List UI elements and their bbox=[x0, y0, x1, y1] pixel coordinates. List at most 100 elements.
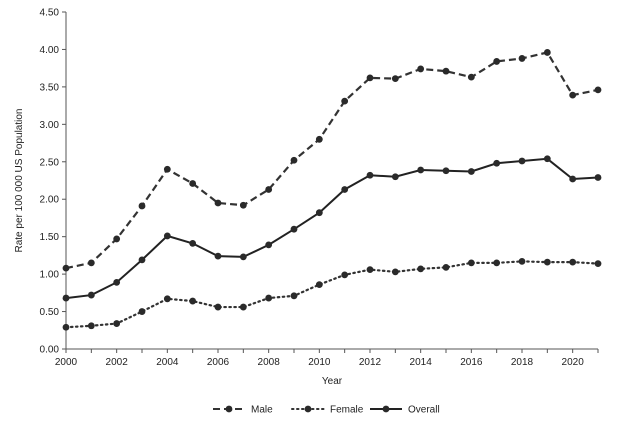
y-tick-label: 4.00 bbox=[40, 45, 60, 56]
x-tick-label: 2016 bbox=[460, 357, 483, 368]
data-point-overall bbox=[113, 278, 121, 286]
data-point-male bbox=[87, 259, 95, 267]
data-point-female bbox=[290, 292, 298, 300]
data-point-female bbox=[87, 322, 95, 330]
data-point-overall bbox=[315, 209, 323, 217]
data-point-overall bbox=[493, 159, 501, 167]
legend-label-female: Female bbox=[330, 405, 364, 416]
data-point-male bbox=[138, 202, 146, 210]
data-point-overall bbox=[265, 241, 273, 249]
y-tick-label: 3.00 bbox=[40, 120, 60, 131]
data-point-female bbox=[467, 259, 475, 267]
y-tick-label: 1.50 bbox=[40, 232, 60, 243]
data-point-male bbox=[62, 264, 70, 272]
data-point-overall bbox=[594, 174, 602, 181]
y-tick-label: 2.00 bbox=[40, 195, 60, 206]
data-point-male bbox=[543, 49, 551, 56]
data-point-female bbox=[239, 303, 247, 311]
series-overall bbox=[62, 155, 602, 302]
data-point-male bbox=[442, 67, 450, 75]
data-point-male bbox=[239, 201, 247, 209]
data-point-female bbox=[417, 265, 425, 273]
data-point-male bbox=[493, 58, 501, 65]
data-point-male bbox=[315, 135, 323, 143]
data-point-female bbox=[214, 303, 222, 311]
data-point-overall bbox=[391, 173, 399, 181]
y-tick-label: 4.50 bbox=[40, 8, 60, 19]
series-line-male bbox=[65, 51, 599, 270]
data-point-female bbox=[594, 260, 602, 268]
data-point-male bbox=[265, 186, 273, 193]
series-line-female bbox=[64, 260, 600, 329]
legend-item-male: Male bbox=[213, 405, 273, 416]
legend-item-overall: Overall bbox=[370, 405, 440, 416]
data-point-male bbox=[290, 156, 298, 164]
x-tick-label: 2002 bbox=[106, 357, 129, 368]
x-tick-label: 2018 bbox=[511, 357, 534, 368]
y-tick-label: 0.50 bbox=[40, 307, 60, 318]
series-female bbox=[62, 257, 602, 331]
series-layer bbox=[62, 49, 602, 331]
data-point-overall bbox=[518, 157, 526, 165]
series-male bbox=[62, 49, 602, 272]
data-point-female bbox=[366, 266, 374, 274]
data-point-female bbox=[138, 308, 146, 315]
data-point-male bbox=[594, 86, 602, 94]
data-point-male bbox=[366, 74, 374, 82]
data-point-female bbox=[113, 320, 121, 327]
x-tick-label: 2004 bbox=[156, 357, 179, 368]
series-line-overall bbox=[65, 157, 599, 300]
x-tick-label: 2000 bbox=[55, 357, 78, 368]
data-point-overall bbox=[163, 232, 171, 240]
data-point-male bbox=[163, 165, 171, 173]
data-point-male bbox=[341, 97, 349, 105]
data-point-overall bbox=[442, 167, 450, 175]
data-point-overall bbox=[138, 256, 146, 264]
x-tick-label: 2012 bbox=[359, 357, 382, 368]
data-point-female bbox=[493, 259, 501, 267]
data-point-female bbox=[442, 263, 450, 271]
data-point-male bbox=[391, 75, 399, 83]
data-point-overall bbox=[417, 166, 425, 174]
x-tick-label: 2014 bbox=[410, 357, 433, 368]
y-tick-label: 2.50 bbox=[40, 157, 60, 168]
data-point-male bbox=[113, 235, 121, 243]
legend-label-male: Male bbox=[251, 405, 273, 416]
data-point-male bbox=[417, 65, 425, 73]
x-axis-title: Year bbox=[322, 376, 343, 387]
data-point-female bbox=[391, 268, 399, 276]
y-tick-label: 3.50 bbox=[40, 82, 60, 93]
data-point-overall bbox=[543, 155, 551, 163]
y-tick-label: 0.00 bbox=[40, 345, 60, 356]
x-tick-label: 2008 bbox=[258, 357, 281, 368]
x-tick-label: 2010 bbox=[308, 357, 331, 368]
legend-item-female: Female bbox=[291, 405, 364, 416]
data-point-female bbox=[341, 271, 349, 279]
legend-marker-male bbox=[225, 405, 233, 413]
data-point-overall bbox=[87, 291, 95, 299]
data-point-female bbox=[163, 295, 171, 303]
data-point-female bbox=[543, 258, 551, 266]
data-point-overall bbox=[290, 225, 298, 233]
x-tick-label: 2006 bbox=[207, 357, 230, 368]
data-point-female bbox=[189, 297, 197, 305]
data-point-female bbox=[518, 257, 526, 265]
data-point-overall bbox=[569, 175, 577, 183]
data-point-overall bbox=[467, 168, 475, 175]
data-point-overall bbox=[189, 240, 197, 247]
data-point-male bbox=[467, 73, 475, 81]
data-point-male bbox=[569, 91, 577, 99]
data-point-overall bbox=[366, 171, 374, 179]
data-point-overall bbox=[341, 186, 349, 193]
data-point-overall bbox=[214, 252, 222, 260]
legend-marker-overall bbox=[382, 405, 390, 413]
x-tick-label: 2020 bbox=[562, 357, 585, 368]
legend-marker-female bbox=[304, 405, 312, 413]
data-point-overall bbox=[239, 253, 247, 261]
data-point-female bbox=[265, 294, 273, 302]
y-axis-title: Rate per 100 000 US Population bbox=[14, 109, 25, 253]
legend-label-overall: Overall bbox=[408, 405, 440, 416]
data-point-female bbox=[62, 323, 70, 331]
data-point-male bbox=[189, 180, 197, 187]
